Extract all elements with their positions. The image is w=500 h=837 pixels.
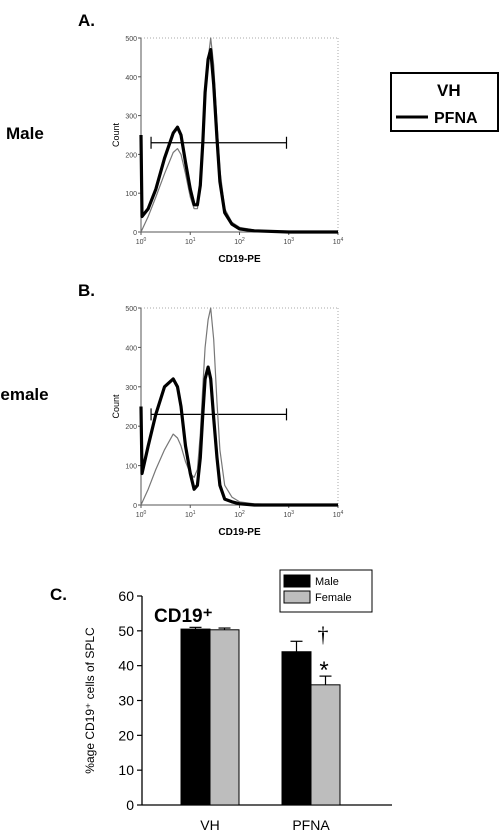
- y-tick-label: 0: [133, 503, 137, 510]
- y-tick-label: 200: [125, 152, 137, 159]
- y-axis-label: %age CD19⁺ cells of SPLC: [83, 627, 97, 774]
- y-tick-label: 10: [118, 762, 134, 778]
- x-tick-label: 101: [185, 510, 196, 519]
- legend-entry-vh: VH: [437, 81, 461, 100]
- y-tick-label: 400: [125, 75, 137, 82]
- x-axis-label: CD19-PE: [218, 527, 261, 538]
- x-tick-label: 102: [234, 237, 245, 246]
- bar-female-pfna: [310, 684, 341, 806]
- line-legend: VH PFNA: [390, 72, 499, 132]
- y-axis-label: Count: [111, 394, 121, 419]
- y-axis-label: Count: [111, 123, 121, 148]
- y-tick-label: 50: [118, 623, 134, 639]
- bar-male-pfna: [281, 651, 312, 806]
- x-tick-label: 101: [185, 237, 196, 246]
- y-tick-label: 0: [126, 797, 134, 813]
- series-pfna-curve: [139, 365, 338, 507]
- y-tick-label: 400: [125, 345, 137, 352]
- x-tick-label: 100: [136, 237, 147, 246]
- annotation-dagger: †: [318, 622, 329, 647]
- y-tick-label: 20: [118, 727, 134, 743]
- x-tick-label: 104: [333, 237, 344, 246]
- x-tick-label: 102: [234, 510, 245, 519]
- bar-male-vh: [180, 628, 211, 806]
- x-axis-label: CD19-PE: [218, 254, 261, 265]
- y-tick-label: 300: [125, 114, 137, 121]
- x-tick-label: VH: [200, 817, 219, 833]
- y-tick-label: 100: [125, 464, 137, 471]
- y-tick-label: 40: [118, 658, 134, 674]
- series-pfna-curve: [139, 47, 338, 234]
- legend-label-female: Female: [315, 592, 352, 604]
- legend-entry-pfna: PFNA: [434, 110, 478, 127]
- y-tick-label: 500: [125, 36, 137, 43]
- x-tick-label: 103: [283, 237, 294, 246]
- x-tick-label: 100: [136, 510, 147, 519]
- x-tick-label: PFNA: [292, 817, 330, 833]
- y-tick-label: 100: [125, 191, 137, 198]
- x-tick-label: 103: [283, 510, 294, 519]
- annotation-asterisk: *: [319, 657, 328, 684]
- y-tick-label: 500: [125, 306, 137, 313]
- y-tick-label: 200: [125, 424, 137, 431]
- row-label-female: Female: [0, 385, 49, 404]
- y-tick-label: 300: [125, 385, 137, 392]
- x-tick-label: 104: [333, 510, 344, 519]
- series-vh-curve: [140, 307, 338, 506]
- y-tick-label: 60: [118, 588, 134, 604]
- chart-title: CD19⁺: [154, 606, 213, 627]
- series-vh-curve: [140, 37, 338, 233]
- row-label-male: Male: [6, 124, 44, 143]
- y-tick-label: 30: [118, 693, 134, 709]
- panel-letter-a: A.: [78, 11, 95, 30]
- legend-swatch-male: [283, 574, 311, 588]
- bar-chart-cd19: 0 10 20 30 40 50 60 %age CD19⁺ cells of SPLC CD1…: [83, 569, 392, 833]
- panel-letter-c: C.: [50, 585, 67, 604]
- legend-label-male: Male: [315, 576, 339, 588]
- line-legend-frame: [390, 72, 499, 132]
- bar-female-vh: [209, 629, 240, 806]
- y-tick-label: 0: [133, 230, 137, 237]
- panel-letter-b: B.: [78, 281, 95, 300]
- legend-swatch-female: [283, 590, 311, 604]
